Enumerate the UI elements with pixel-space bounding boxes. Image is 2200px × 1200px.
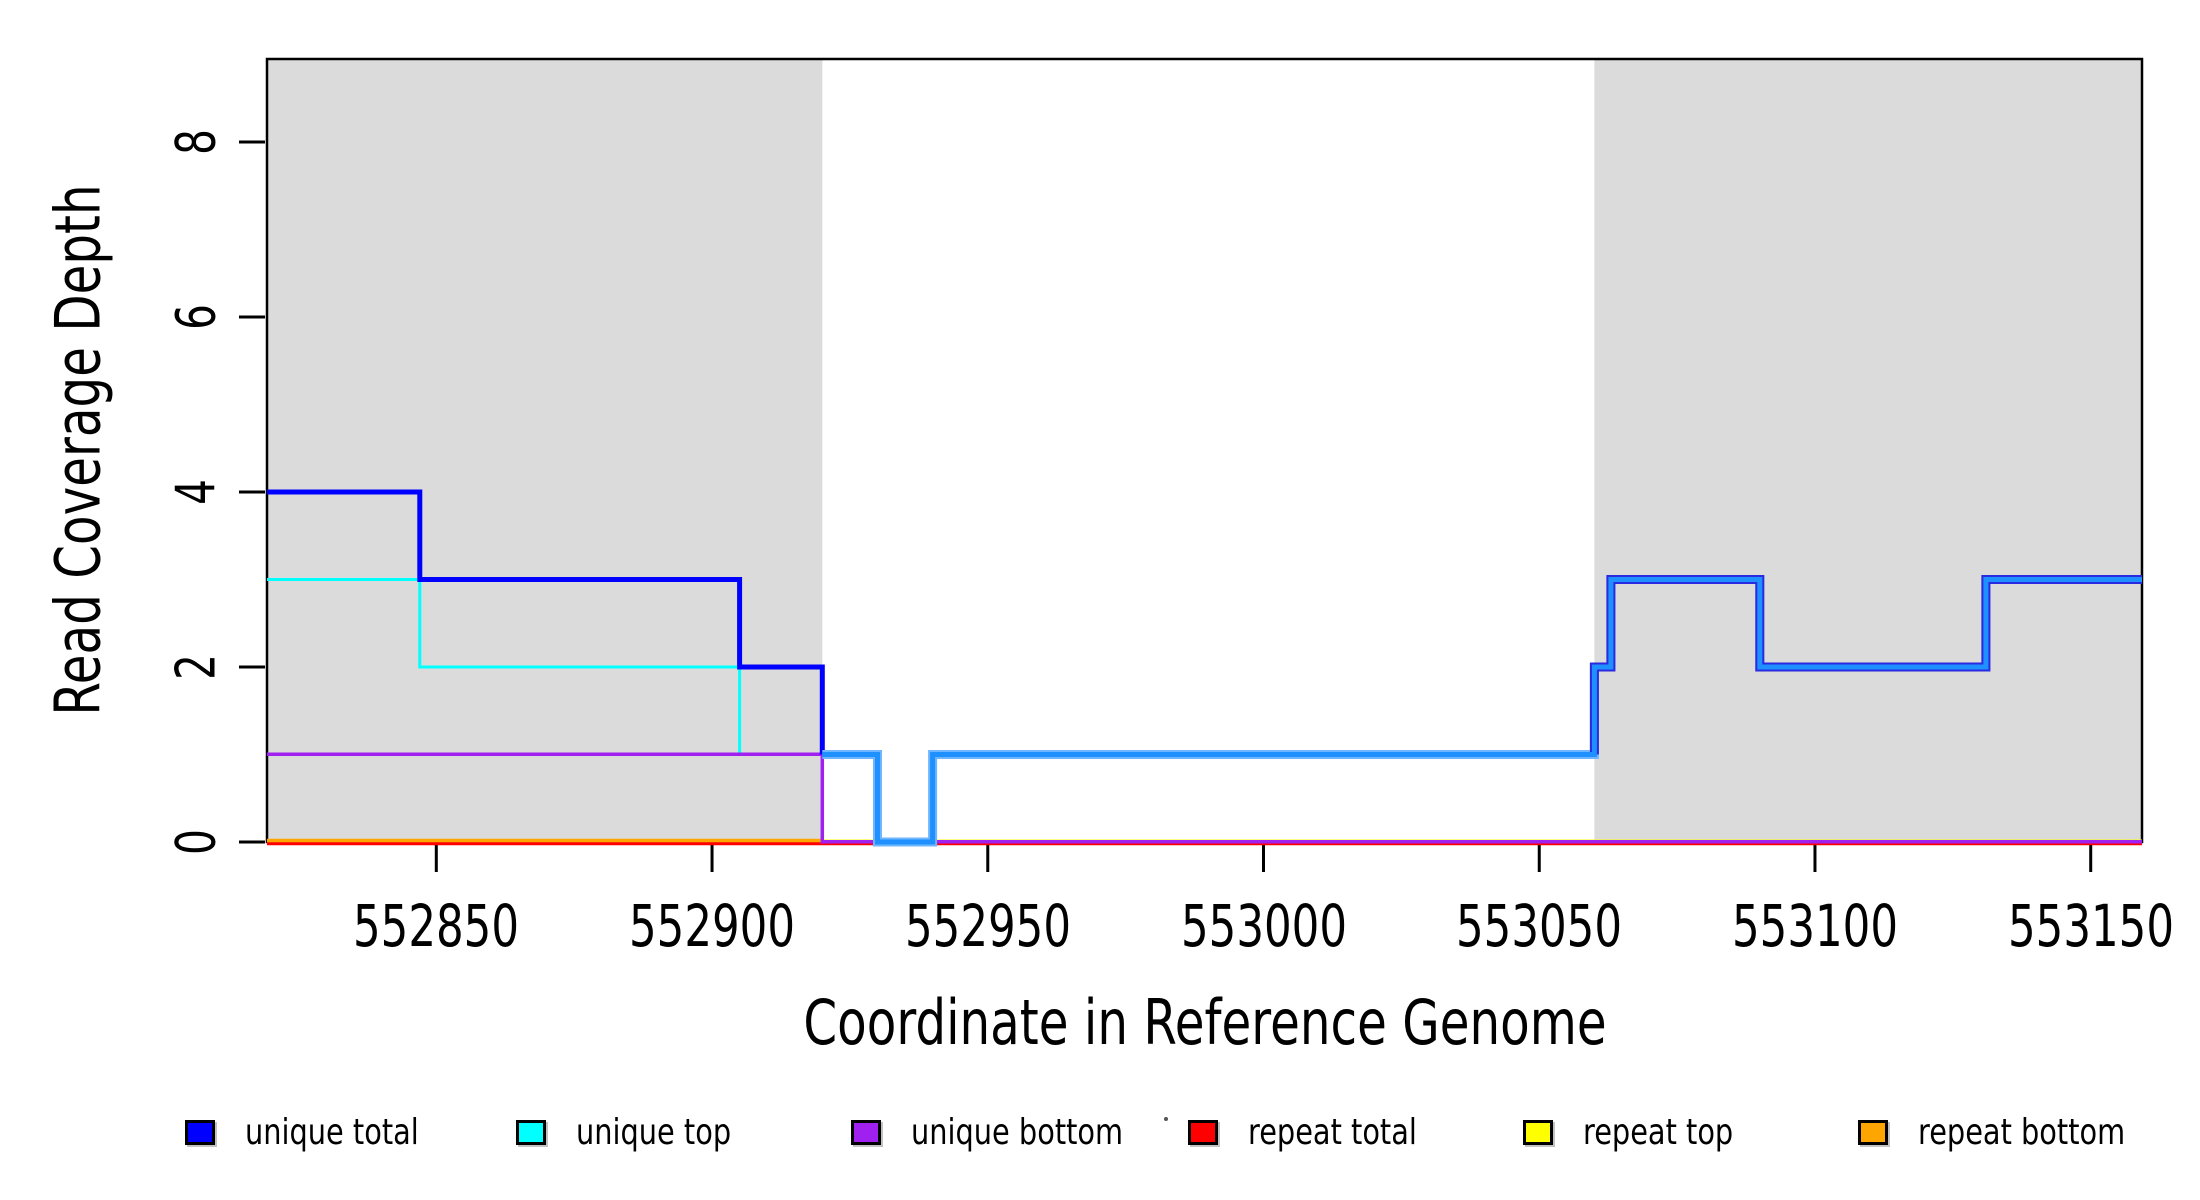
stray-dot: [1164, 1117, 1168, 1121]
y-tick-label: 6: [164, 304, 228, 330]
legend-label: unique total: [245, 1111, 419, 1153]
legend-label: repeat total: [1248, 1111, 1417, 1153]
series-unique-bottom-line: [267, 752, 2142, 844]
legend-item-unique-top: unique top: [516, 1108, 770, 1156]
x-tick-label: 553000: [1180, 892, 1347, 960]
x-axis-title: Coordinate in Reference Genome: [803, 986, 1607, 1059]
legend-label: unique bottom: [911, 1111, 1124, 1153]
legend-item-repeat-top: repeat top: [1523, 1108, 1771, 1156]
x-tick-label: 553150: [2007, 892, 2174, 960]
legend-label: unique top: [576, 1111, 732, 1153]
x-tick-label: 552850: [353, 892, 520, 960]
x-tick-label: 552900: [628, 892, 796, 960]
legend-item-repeat-total: repeat total: [1188, 1108, 1459, 1156]
x-tick-label: 552950: [904, 892, 1071, 960]
y-tick-label: 4: [164, 479, 228, 505]
legend-label: repeat bottom: [1918, 1111, 2126, 1153]
y-tick-label: 0: [164, 829, 228, 855]
y-axis-title: Read Coverage Depth: [41, 184, 115, 716]
legend-label: repeat top: [1583, 1111, 1734, 1153]
legend-item-unique-bottom: unique bottom: [851, 1108, 1176, 1156]
repeat-top-swatch-icon: [1523, 1119, 1553, 1145]
repeat-bottom-swatch-icon: [1858, 1119, 1888, 1145]
repeat-total-swatch-icon: [1188, 1119, 1218, 1145]
series-unlabeled-light-blue-line: [822, 577, 2142, 845]
series-unique-total-line: [267, 489, 825, 755]
x-tick-label: 553050: [1456, 892, 1623, 960]
legend-item-repeat-bottom: repeat bottom: [1858, 1108, 2177, 1156]
unique-bottom-swatch-icon: [851, 1119, 881, 1145]
unique-top-swatch-icon: [516, 1119, 546, 1145]
shaded-region-2: [1594, 59, 2142, 844]
y-tick-label: 8: [164, 129, 228, 155]
shaded-region-1: [267, 59, 823, 844]
legend-item-unique-total: unique total: [185, 1108, 462, 1156]
unique-total-swatch-icon: [185, 1119, 215, 1145]
x-tick-label: 553100: [1731, 892, 1899, 960]
y-tick-label: 2: [164, 654, 228, 680]
